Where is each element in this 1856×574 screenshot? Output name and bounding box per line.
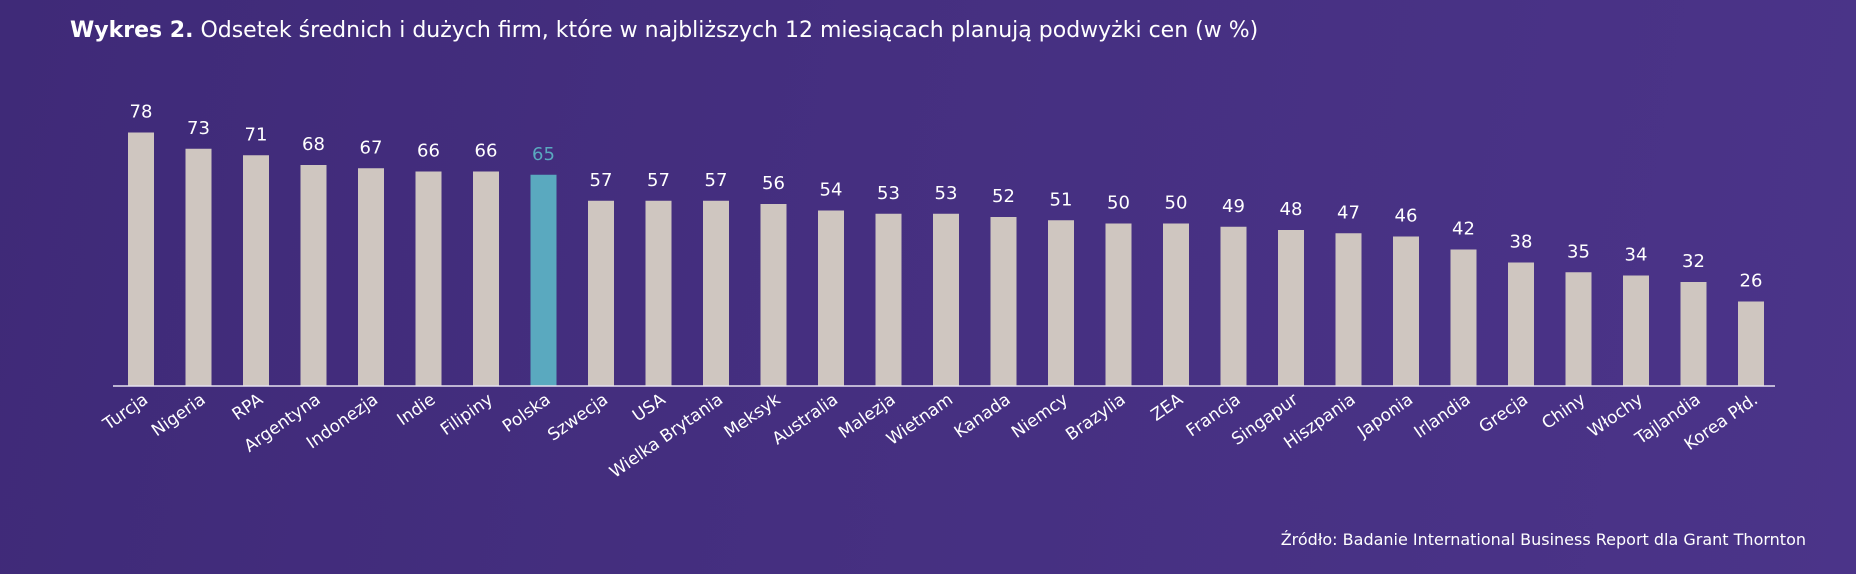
bar (473, 171, 499, 386)
bar (415, 171, 442, 386)
category-label: ZEA (1148, 390, 1188, 426)
data-label: 66 (417, 141, 440, 162)
chart-title-text: Odsetek średnich i dużych firm, które w … (200, 18, 1259, 43)
bar (128, 132, 154, 386)
bar (1335, 233, 1362, 386)
data-label: 26 (1740, 271, 1763, 292)
source-text: Badanie International Business Report dl… (1342, 530, 1806, 549)
category-label: Chiny (1538, 390, 1589, 434)
bar (1680, 282, 1707, 386)
category-label: Japonia (1353, 390, 1417, 443)
data-label: 54 (820, 180, 843, 201)
data-label: 46 (1395, 206, 1418, 227)
bar (875, 213, 902, 386)
data-label: 50 (1107, 193, 1130, 214)
data-label: 56 (762, 173, 785, 194)
data-label: 34 (1625, 245, 1648, 266)
category-label: Grecja (1476, 390, 1532, 438)
category-label: RPA (229, 390, 267, 425)
bar (185, 148, 212, 386)
data-label: 66 (475, 141, 498, 162)
bar (990, 217, 1017, 386)
data-label: 35 (1567, 241, 1590, 262)
data-label: 65 (532, 144, 555, 165)
data-label: 38 (1510, 232, 1533, 253)
data-label: 49 (1222, 196, 1245, 217)
category-label: Niemcy (1008, 390, 1072, 443)
bar (703, 200, 729, 386)
data-label: 57 (590, 170, 613, 191)
bar (1220, 226, 1247, 386)
data-label: 47 (1337, 202, 1360, 223)
category-label: Nigeria (148, 390, 209, 441)
category-label: Australia (769, 390, 842, 450)
category-label: Szwecja (544, 390, 612, 446)
bar (1393, 236, 1419, 386)
bar (1565, 272, 1592, 386)
data-label: 51 (1050, 189, 1073, 210)
bar (530, 174, 557, 386)
source-note: Źródło: Badanie International Business R… (1281, 530, 1806, 549)
bar (243, 155, 269, 386)
bar (1105, 223, 1132, 386)
data-label: 48 (1280, 199, 1303, 220)
data-label: 67 (360, 137, 383, 158)
chart-title-prefix: Wykres 2. (70, 18, 194, 43)
bar (645, 200, 672, 386)
data-label: 52 (992, 186, 1015, 207)
bar (1450, 249, 1477, 386)
bar (1508, 262, 1534, 386)
data-label: 50 (1165, 193, 1188, 214)
bar (1278, 230, 1304, 386)
data-label: 53 (877, 183, 900, 204)
bar (300, 165, 327, 386)
bar (1163, 223, 1189, 386)
category-label: Indie (394, 390, 440, 430)
data-label: 78 (130, 102, 153, 123)
bar (588, 200, 614, 386)
data-label: 73 (187, 118, 210, 139)
bar (1623, 275, 1649, 386)
data-label: 57 (647, 170, 670, 191)
bar (358, 168, 384, 386)
category-label: USA (629, 390, 670, 427)
chart-title: Wykres 2. Odsetek średnich i dużych firm… (70, 18, 1258, 43)
data-label: 71 (245, 124, 268, 145)
bar (818, 210, 844, 386)
bar (760, 204, 787, 386)
source-label: Źródło: (1280, 530, 1338, 549)
data-label: 68 (302, 134, 325, 155)
category-label: Turcja (99, 390, 152, 435)
data-label: 53 (935, 183, 958, 204)
bar (1048, 220, 1074, 386)
category-label: Filipiny (437, 390, 497, 440)
category-label: Brazylia (1062, 390, 1129, 445)
data-label: 42 (1452, 219, 1475, 240)
data-label: 32 (1682, 251, 1705, 272)
data-label: 57 (705, 170, 728, 191)
category-label: Kanada (951, 390, 1015, 443)
bar (933, 213, 959, 386)
category-label: Irlandia (1411, 390, 1475, 443)
bar (1738, 301, 1764, 386)
